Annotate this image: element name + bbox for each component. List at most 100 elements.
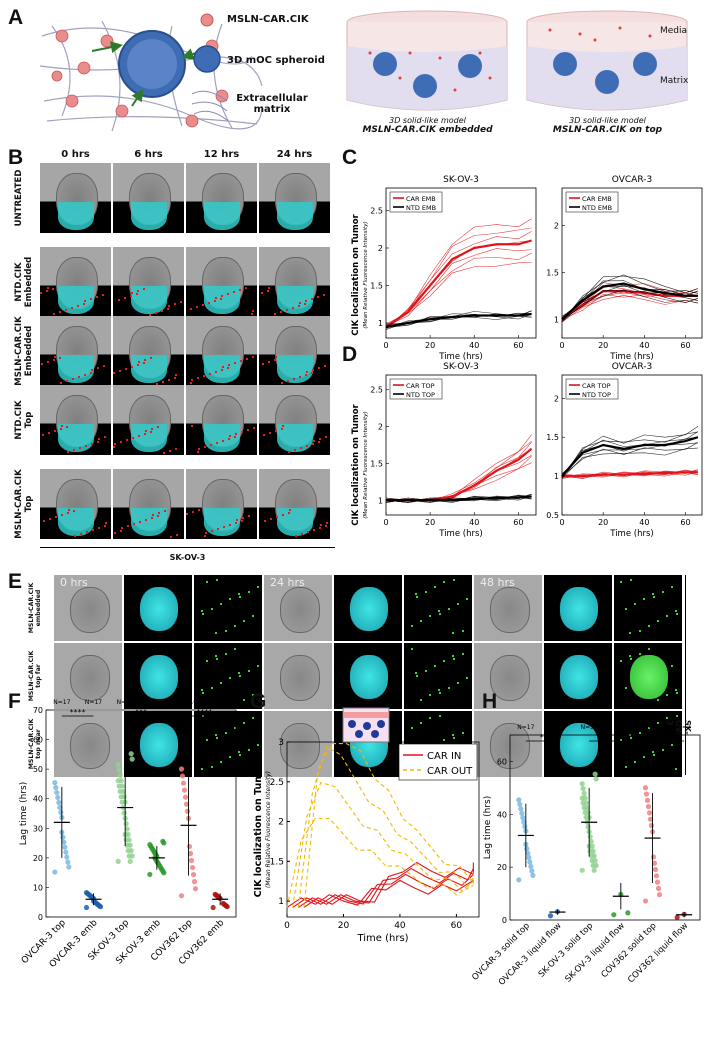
- x-category-label: SK-OV-3 solid top: [537, 921, 596, 980]
- data-point: [648, 822, 655, 829]
- panel-e-micrograph: [614, 643, 682, 709]
- x-tick-label: 20: [598, 518, 608, 527]
- n-label: N=32: [581, 724, 598, 731]
- x-tick-label: 60: [513, 341, 523, 350]
- x-category-label: COV362 solid top: [600, 921, 659, 980]
- panel-b-row-label: NTD.CIK Top: [14, 400, 34, 440]
- data-point: [121, 810, 127, 816]
- panel-cd-charts: CIK localization on Tumor (Mean Relative …: [351, 175, 703, 539]
- panel-e-micrograph: [264, 643, 332, 709]
- data-point: [129, 756, 135, 762]
- panel-b-time-label: 24 hrs: [276, 149, 313, 160]
- x-tick-label: 60: [513, 518, 523, 527]
- data-point: [642, 785, 649, 791]
- panel-b-row-label: NTD.CIK Embedded: [14, 256, 34, 308]
- panel-e-micrograph: [474, 643, 542, 709]
- data-point: [519, 810, 525, 816]
- inset-spheroid: [377, 720, 385, 728]
- data-point: [516, 877, 522, 883]
- panel-e-micrograph: [474, 575, 542, 641]
- data-point: [116, 783, 122, 789]
- panel-c-ylabel: CIK localization on Tumor: [351, 213, 361, 335]
- data-point: [647, 816, 654, 822]
- panel-label-e: E: [8, 570, 23, 593]
- y-tick-label: 10: [33, 883, 43, 892]
- panel-e-micrograph: [404, 575, 472, 641]
- data-point: [520, 815, 526, 821]
- chart-title: SK-OV-3: [443, 175, 479, 185]
- panel-b-footer: SK-OV-3: [169, 553, 206, 562]
- data-point: [581, 790, 587, 796]
- data-point: [529, 868, 535, 874]
- data-point: [579, 781, 585, 787]
- dish-label-media: Media: [660, 26, 688, 36]
- y-tick-label: 2: [378, 423, 383, 432]
- y-tick-label: 50: [33, 765, 43, 774]
- series-replicate-line: [385, 227, 532, 330]
- legend-label: CAR TOP: [582, 382, 611, 390]
- data-point: [212, 891, 218, 897]
- panel-label-g: G: [250, 690, 267, 713]
- dish-embedded-caption-2: MSLN-CAR.CIK embedded: [362, 125, 493, 135]
- data-point: [181, 787, 188, 793]
- data-point: [83, 890, 90, 896]
- y-axis-label: CIK localization on Tumor: [253, 761, 264, 897]
- y-axis-label: Lag time (hrs): [483, 796, 493, 859]
- data-point: [125, 848, 131, 854]
- y-tick-label: 3: [278, 738, 284, 748]
- data-point: [526, 855, 532, 861]
- legend-ecm: Extracellular matrix: [236, 93, 308, 115]
- x-tick-label: 0: [383, 518, 388, 527]
- data-point: [588, 838, 594, 845]
- data-point: [83, 904, 90, 911]
- panel-b-micrograph: [40, 469, 111, 539]
- panel-e-micrograph: [544, 711, 612, 777]
- panel-e-micrograph: [124, 711, 192, 777]
- data-point: [187, 850, 194, 857]
- panel-label-f: F: [8, 690, 21, 713]
- y-tick-label: 20: [497, 863, 507, 872]
- chart-frame: [561, 187, 703, 339]
- data-point: [583, 814, 589, 821]
- series-mean-line: [561, 282, 698, 321]
- x-label-group: SK-OV-3 solid top: [537, 921, 596, 980]
- data-point: [188, 857, 195, 864]
- data-point: [180, 780, 187, 786]
- x-axis-label: Time (hrs): [609, 352, 653, 362]
- x-axis-label: Time (hrs): [438, 352, 482, 362]
- panel-b-micrograph: [186, 316, 257, 386]
- y-tick-label: 1.5: [370, 459, 383, 468]
- panel-e-micrograph: [264, 575, 332, 641]
- data-point: [651, 860, 658, 866]
- data-point: [65, 859, 71, 865]
- data-point: [591, 867, 597, 873]
- series-replicate-line: [561, 442, 699, 477]
- series-line: [303, 861, 474, 908]
- data-point: [589, 858, 595, 864]
- data-point: [116, 767, 122, 773]
- data-point: [123, 821, 129, 827]
- panel-e-micrograph: [124, 575, 192, 641]
- panel-b-micrograph: [186, 163, 257, 233]
- panel-label-d: D: [342, 343, 358, 366]
- x-tick-label: 40: [639, 518, 649, 527]
- y-tick-label: 1: [378, 496, 383, 505]
- data-point: [579, 867, 585, 873]
- data-point: [655, 885, 662, 891]
- data-point: [55, 794, 61, 801]
- data-point: [592, 771, 598, 777]
- legend-label: CAR EMB: [582, 195, 612, 203]
- legend-label: CAR TOP: [406, 382, 435, 390]
- x-label-group: OVCAR-3 solid top: [470, 921, 532, 983]
- panel-b-micrograph: [259, 316, 330, 386]
- data-point: [525, 850, 531, 856]
- data-point: [527, 859, 533, 865]
- y-tick-label: 2.5: [370, 207, 383, 216]
- panel-e-micrograph: [404, 643, 472, 709]
- data-point: [646, 810, 653, 816]
- data-point: [117, 772, 123, 778]
- data-point: [66, 864, 72, 870]
- y-tick-label: 2: [554, 222, 559, 231]
